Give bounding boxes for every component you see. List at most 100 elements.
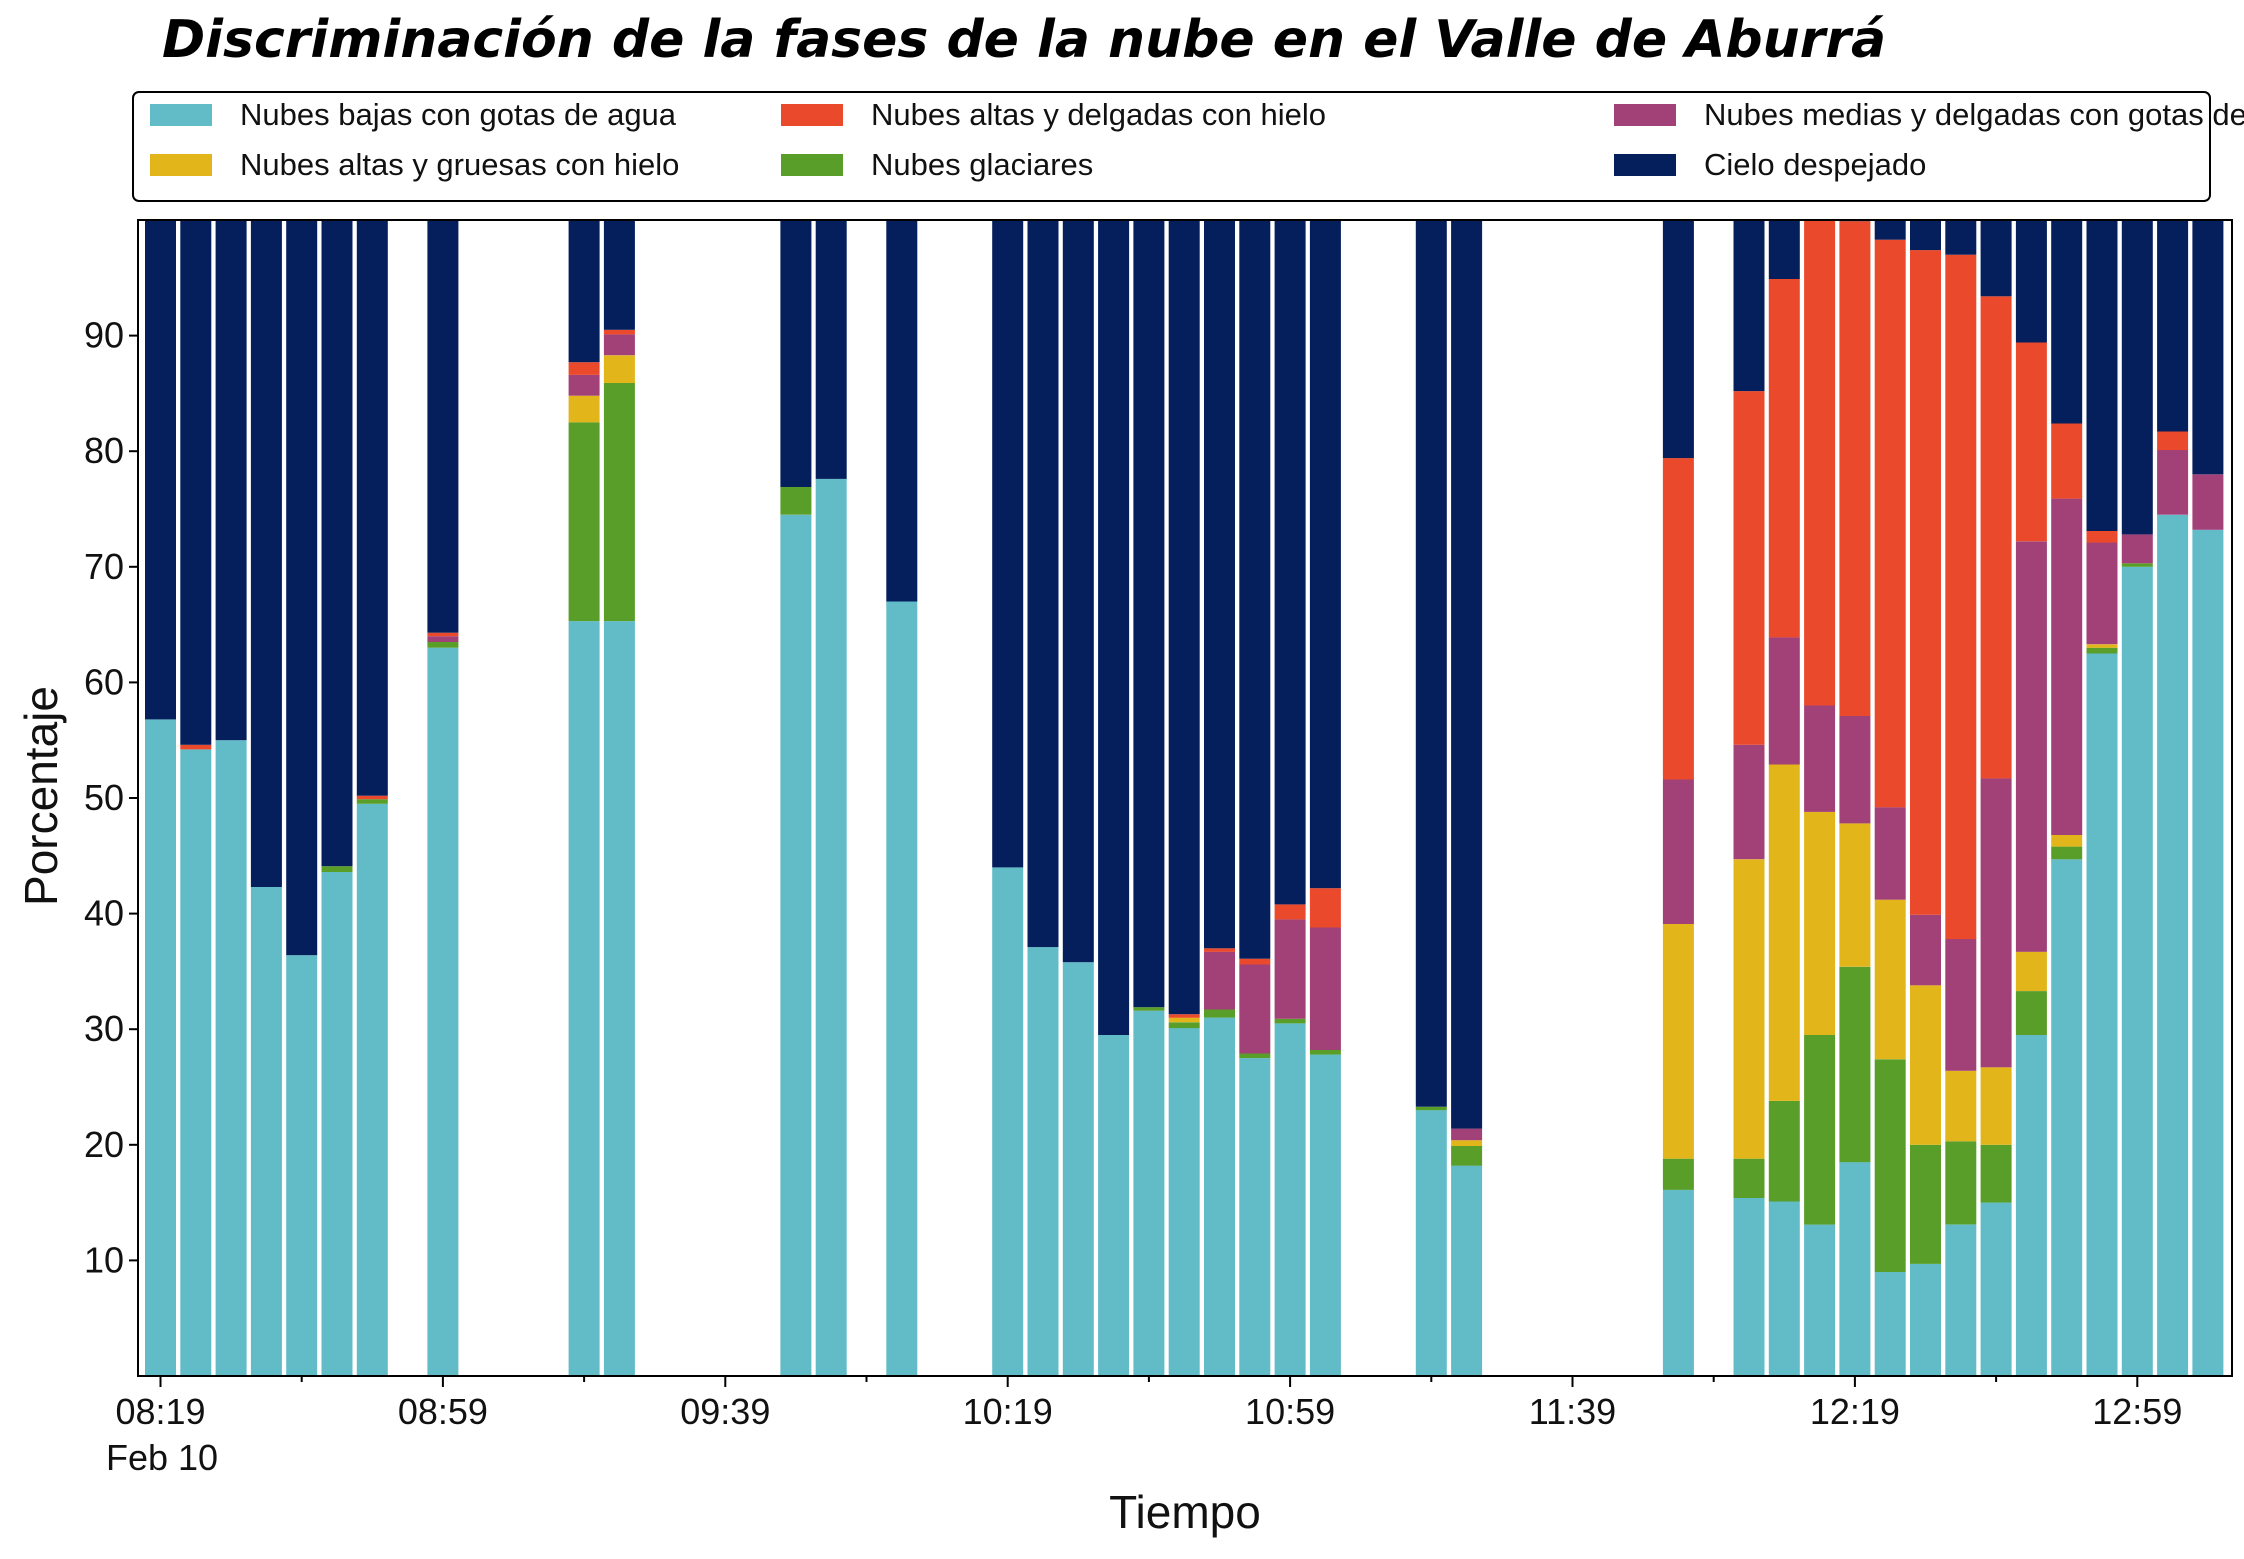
bar-segment [992,220,1024,868]
bar-segment [1768,764,1800,1101]
bar-segment [2086,644,2118,648]
bar-segment [2192,529,2224,1376]
bar-segment [568,395,600,423]
bar-segment [603,383,635,622]
bar-segment [427,641,459,648]
bar-segment [427,647,459,1376]
bar-segment [1733,744,1765,860]
bar-segment [2157,514,2189,1376]
bar-segment [1980,1202,2012,1376]
y-tick-label: 90 [84,315,124,356]
bar-segment [1168,1028,1200,1376]
bar-segment [568,220,600,363]
bar-segment [1804,220,1836,706]
x-axis-label: Tiempo [1109,1486,1261,1538]
bar-segment [1980,778,2012,1068]
x-tick-label: 10:59 [1245,1391,1335,1432]
bar-segment [2051,835,2083,847]
bar-segment [1239,1058,1271,1376]
y-axis: 10 20 30 40 50 60 70 80 90 [84,315,138,1280]
bar-segment [1415,1106,1447,1111]
bar-segment [1945,1224,1977,1376]
bar-segment [603,329,635,335]
bar-segment [1098,220,1130,1035]
bar-segment [1874,239,1906,808]
legend-label: Nubes bajas con gotas de agua [240,97,677,132]
x-axis: 08:19 08:59 09:39 10:19 10:59 11:39 12:19 12:59… [115,1376,2182,1432]
x-tick-label: 08:19 [115,1391,205,1432]
chart-title: Discriminación de la fases de la nube en… [162,10,1886,70]
bar-segment [215,740,247,1376]
bar-segment [1451,1128,1483,1141]
legend-label: Nubes glaciares [871,147,1093,182]
bar-segment [1168,220,1200,1015]
bar-segment [2051,859,2083,1376]
bar-segment [215,220,247,741]
y-tick-label: 60 [84,661,124,702]
bar-segment [1980,1144,2012,1203]
bar-segment [1874,1272,1906,1376]
y-tick-label: 40 [84,893,124,934]
bar-segment [1027,220,1059,948]
bar-segment [1204,951,1235,1010]
bar-segment [1133,1010,1165,1376]
legend-swatch [150,104,212,126]
bar-segment [2192,474,2224,530]
legend-swatch [781,104,843,126]
y-axis-label: Porcentaje [15,686,67,906]
bar-segment [1062,220,1094,963]
bar-segment [2086,220,2118,531]
bar-segment [1309,1050,1341,1055]
bar-segment [1733,220,1765,392]
bar-segment [356,795,388,800]
legend-label: Cielo despejado [1704,147,1926,182]
bar-segment [603,220,635,330]
bar-segment [1980,296,2012,779]
x-tick-label: 10:19 [963,1391,1053,1432]
bar-segment [1910,985,1941,1145]
bar-segment [1874,899,1906,1060]
bar-segment [321,872,353,1376]
y-tick-label: 20 [84,1124,124,1165]
bar-segment [427,220,459,633]
bar-segment [1980,1067,2012,1145]
bar-segment [286,955,318,1376]
bar-segment [2121,534,2153,564]
bar-segment [2015,342,2047,542]
bar-segment [1239,1053,1271,1059]
bar-segment [1874,807,1906,900]
bar-segment [1027,947,1059,1376]
bar-segment [1451,220,1483,1129]
legend-swatch [1614,104,1676,126]
bar-segment [1451,1165,1483,1376]
bar-segment [1062,962,1094,1376]
bar-segment [1839,221,1871,716]
legend-label: Nubes altas y gruesas con hielo [240,147,679,182]
bar-segment [1768,279,1800,638]
y-tick-label: 10 [84,1239,124,1280]
bar-segment [1309,220,1341,889]
bar-segment [886,601,918,1376]
bar-segment [180,749,212,1376]
bar-segment [1451,1146,1483,1166]
bar-segment [1204,1009,1235,1018]
bar-segment [2157,431,2189,450]
bar-segment [250,887,282,1376]
bar-segment [356,799,388,804]
bar-segment [603,621,635,1376]
bar-segment [1239,220,1271,959]
bar-segment [2086,647,2118,654]
bar-segment [2051,846,2083,860]
bar-segment [2157,450,2189,515]
y-tick-label: 30 [84,1008,124,1049]
y-tick-label: 70 [84,546,124,587]
bar-segment [1910,220,1941,251]
bar-segment [1662,220,1694,459]
bar-segment [1910,1144,1941,1264]
bar-segment [1415,220,1447,1107]
bar-segment [2051,498,2083,835]
bar-segment [1274,220,1306,905]
x-tick-label: 12:59 [2092,1391,2182,1432]
bar-segment [1804,811,1836,1035]
bar-segment [1662,1158,1694,1190]
